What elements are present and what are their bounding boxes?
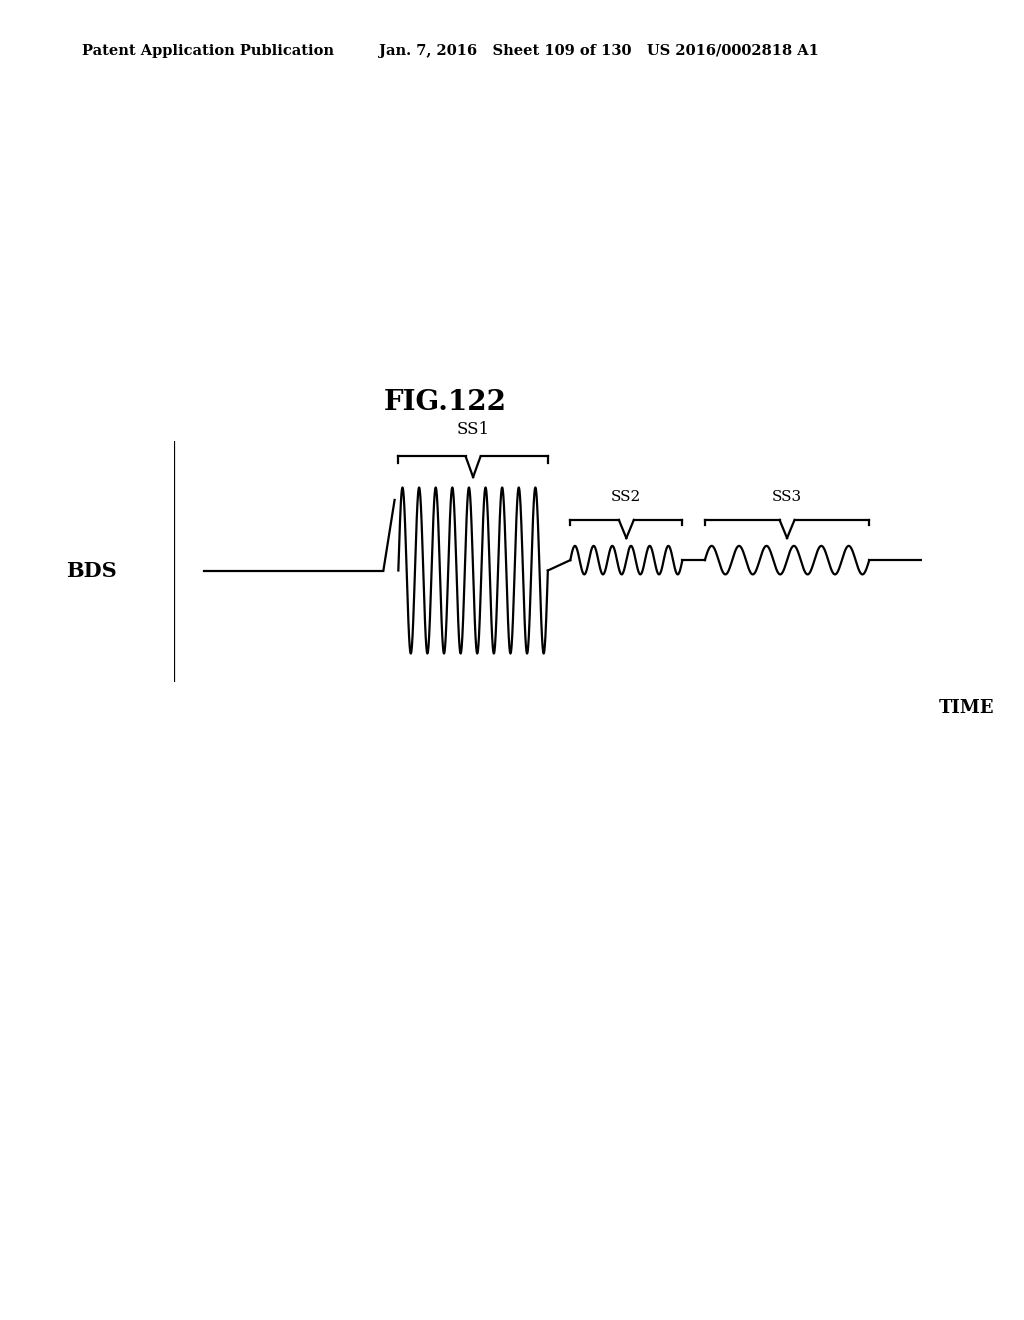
- Text: Jan. 7, 2016   Sheet 109 of 130   US 2016/0002818 A1: Jan. 7, 2016 Sheet 109 of 130 US 2016/00…: [379, 45, 819, 58]
- Text: Patent Application Publication: Patent Application Publication: [82, 45, 334, 58]
- Text: FIG.122: FIG.122: [384, 389, 507, 416]
- Text: BDS: BDS: [67, 561, 117, 581]
- Text: SS3: SS3: [772, 490, 802, 504]
- Text: SS2: SS2: [611, 490, 641, 504]
- Text: TIME: TIME: [939, 700, 994, 717]
- Text: SS1: SS1: [457, 421, 489, 438]
